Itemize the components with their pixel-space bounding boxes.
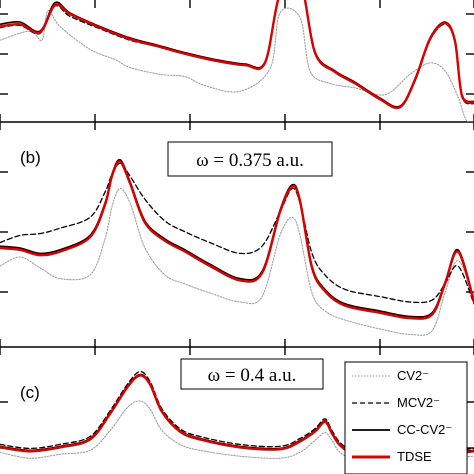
legend: CV2⁻ MCV2⁻ CC-CV2⁻ TDSE [344, 361, 468, 474]
legend-box [344, 361, 468, 474]
legend-label: CV2⁻ [397, 368, 429, 383]
omega-label-c: ω = 0.4 a.u. [208, 365, 297, 386]
legend-items: CV2⁻ MCV2⁻ CC-CV2⁻ TDSE [352, 368, 452, 464]
panel-frames [0, 0, 474, 449]
series-line-mcv2 [0, 162, 474, 305]
omega-box-b [167, 141, 333, 177]
series-line-tdse [0, 0, 474, 110]
series-line-tdse [0, 160, 474, 320]
panel-curves-a [0, 0, 474, 122]
omega-box-c [180, 358, 324, 390]
omega-label-b: ω = 0.375 a.u. [196, 150, 304, 171]
legend-label: TDSE [397, 449, 432, 464]
panel-label-c: (c) [20, 383, 40, 402]
series-line-cc-cv2 [0, 158, 474, 318]
series-line-cv2 [0, 7, 474, 122]
panel-label-b: (b) [20, 148, 41, 167]
legend-label: CC-CV2⁻ [397, 422, 452, 437]
legend-label: MCV2⁻ [397, 395, 440, 410]
series-line-cv2 [0, 188, 474, 336]
series-line-cc-cv2 [0, 0, 474, 108]
panel-curves-b [0, 158, 474, 336]
